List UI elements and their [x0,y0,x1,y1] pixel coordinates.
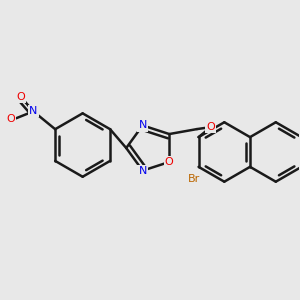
Text: O: O [206,122,215,132]
Text: N: N [139,120,147,130]
Text: O: O [165,157,174,167]
Text: O: O [16,92,25,101]
Text: O: O [6,114,15,124]
Text: Br: Br [188,174,200,184]
Text: N: N [139,166,147,176]
Text: N: N [29,106,38,116]
